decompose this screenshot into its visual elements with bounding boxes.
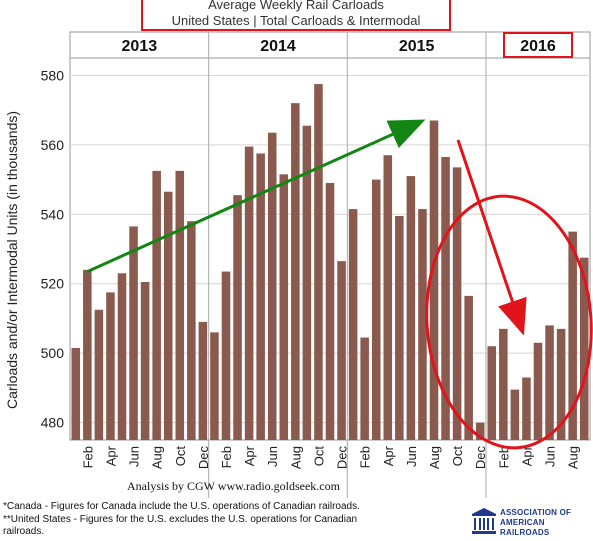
bar [221, 271, 231, 440]
bar [556, 328, 566, 440]
bar [94, 309, 104, 440]
x-tick-label: Feb [358, 446, 373, 468]
footnote-canada: *Canada - Figures for Canada include the… [3, 501, 360, 512]
x-tick-label: Jun [404, 446, 419, 467]
x-tick-label: Jun [127, 446, 142, 467]
bar [175, 170, 185, 440]
x-tick-label: Feb [219, 446, 234, 468]
bar [71, 347, 81, 440]
bar [464, 295, 473, 440]
aar-logo-text: ASSOCIATION OF AMERICAN RAILROADS [500, 508, 590, 538]
bar [267, 132, 277, 440]
axis-layer: 480 500 520 540 560 580 2013 2014 2015 2016 Feb Apr… [41, 32, 581, 470]
bar [163, 191, 173, 440]
footnote-united-states: **United States - Figures for the U.S. e… [3, 514, 358, 525]
bar [244, 146, 254, 440]
highlight-ellipse [425, 194, 593, 450]
bar [429, 120, 439, 440]
bar [210, 332, 219, 440]
bar [533, 342, 543, 440]
x-tick-label: Oct [311, 446, 326, 467]
x-tick-label: Apr [381, 445, 396, 466]
bar [441, 156, 450, 441]
year-label: 2014 [260, 38, 296, 55]
x-tick-label: Feb [80, 446, 95, 468]
y-tick-label: 500 [41, 345, 65, 361]
bar [129, 226, 138, 440]
y-tick-label: 580 [41, 67, 65, 83]
bar [256, 153, 265, 440]
bar [140, 281, 150, 440]
y-tick-label: 540 [41, 206, 65, 222]
chart-subtitle: United States | Total Carloads & Intermo… [171, 13, 421, 28]
x-tick-label: Aug [288, 446, 303, 469]
bar [198, 321, 208, 440]
bar [325, 183, 335, 440]
bar [475, 422, 485, 440]
bar [337, 261, 346, 440]
bar [314, 84, 323, 440]
bar [83, 269, 92, 440]
x-tick-label: Aug [427, 446, 442, 469]
bar [291, 103, 300, 441]
bar [487, 346, 497, 440]
x-tick-label: Jun [265, 446, 280, 467]
aar-emblem-icon [472, 508, 496, 534]
aar-logo-line2: AMERICAN RAILROADS [500, 518, 550, 537]
aar-logo: ASSOCIATION OF AMERICAN RAILROADS [470, 506, 590, 538]
bars-layer [71, 84, 589, 441]
bar [499, 328, 508, 440]
year-label: 2015 [399, 38, 435, 55]
bar [579, 257, 589, 440]
bar [418, 209, 427, 440]
bar [406, 176, 416, 440]
x-tick-label: Jun [543, 446, 558, 467]
x-tick-label: Apr [242, 445, 257, 466]
x-tick-label: Oct [173, 446, 188, 467]
year-label: 2016 [520, 38, 556, 55]
bar [371, 179, 381, 440]
year-highlight-box [503, 32, 573, 58]
chart-title-box: Average Weekly Rail Carloads United Stat… [141, 0, 451, 31]
y-tick-label: 560 [41, 137, 65, 153]
downtrend-arrow [456, 139, 527, 336]
bar [510, 389, 520, 440]
bar [568, 231, 577, 440]
bar [117, 273, 127, 440]
bar [545, 325, 554, 440]
bar [452, 167, 462, 440]
aar-logo-line1: ASSOCIATION OF [500, 508, 572, 517]
x-tick-label: Aug [150, 446, 165, 469]
bar [233, 195, 242, 440]
bar [522, 377, 531, 440]
bar [395, 216, 404, 440]
y-tick-label: 480 [41, 415, 65, 431]
bar [360, 337, 369, 440]
y-axis-label: Carloads and/or Intermodal Units (in tho… [4, 111, 20, 409]
x-tick-label: Dec [335, 446, 350, 470]
x-tick-label: Apr [103, 445, 118, 466]
annotation-layer [86, 119, 593, 450]
x-tick-label: Dec [196, 446, 211, 470]
chart-title: Average Weekly Rail Carloads [208, 0, 384, 12]
bar [383, 155, 393, 440]
x-tick-label: Aug [566, 446, 581, 469]
bar [187, 221, 196, 440]
y-tick-label: 520 [41, 276, 65, 292]
x-tick-label: Dec [473, 446, 488, 470]
year-label: 2013 [122, 38, 158, 55]
x-tick-label: Oct [450, 446, 465, 467]
footnote-united-states-cont: railroads. [3, 526, 45, 537]
bar [302, 125, 312, 440]
analysis-credit: Analysis by CGW www.radio.goldseek.com [127, 479, 340, 493]
x-tick-label: Apr [519, 445, 534, 466]
bar [152, 170, 161, 440]
x-tick-label: Feb [496, 446, 511, 468]
bar [279, 174, 289, 440]
bar [106, 292, 115, 440]
bar [348, 209, 358, 440]
uptrend-arrow [86, 119, 426, 273]
